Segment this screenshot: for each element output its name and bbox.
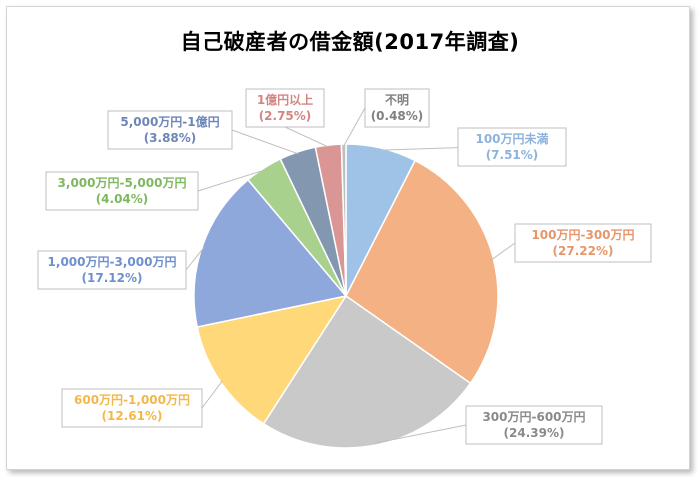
slice-category-label: 300万円-600万円 — [482, 410, 585, 424]
leader-line — [491, 242, 516, 261]
slice-label: 300万円-600万円 (24.39%) — [465, 405, 603, 445]
slice-label: 100万円-300万円 (27.22%) — [514, 223, 652, 263]
leader-lines — [185, 107, 516, 444]
slice-label: 1,000万円-3,000万円 (17.12%) — [37, 250, 187, 290]
slice-percent-label: (7.51%) — [486, 148, 539, 162]
slice-label: 600万円-1,000万円 (12.61%) — [61, 388, 203, 428]
label-box — [45, 171, 199, 211]
label-box — [37, 250, 187, 290]
label-box — [245, 88, 325, 128]
label-box — [457, 127, 567, 167]
leader-line — [197, 169, 265, 192]
slice-label: 100万円未満 (7.51%) — [457, 127, 567, 167]
slice-label: 5,000万円-1億円 (3.88%) — [107, 110, 233, 150]
slice-percent-label: (12.61%) — [102, 409, 163, 423]
label-box — [61, 388, 203, 428]
slice-percent-label: (0.48%) — [371, 109, 424, 123]
leader-line — [201, 380, 223, 409]
slice-category-label: 1,000万円-3,000万円 — [48, 255, 177, 269]
slice-category-label: 5,000万円-1億円 — [120, 114, 219, 129]
slice-percent-label: (17.12%) — [82, 271, 143, 285]
label-box — [465, 405, 603, 445]
slice-percent-label: (3.88%) — [144, 131, 197, 145]
leader-line — [185, 246, 205, 271]
pie-slice — [196, 294, 348, 425]
slice-category-label: 不明 — [385, 93, 409, 107]
slice-percent-label: (24.39%) — [504, 426, 565, 440]
slice-percent-label: (2.75%) — [259, 109, 312, 123]
slice-category-label: 100万円-300万円 — [531, 228, 634, 242]
slice-label: 不明 (0.48%) — [364, 88, 430, 128]
slice-category-label: 600万円-1,000万円 — [74, 393, 190, 407]
slice-label: 3,000万円-5,000万円 (4.04%) — [45, 171, 199, 211]
pie-slice — [262, 294, 472, 449]
label-box — [514, 223, 652, 263]
label-box — [107, 110, 233, 150]
slice-category-label: 100万円未満 — [475, 131, 548, 146]
pie-slice — [340, 143, 347, 297]
slice-category-label: 3,000万円-5,000万円 — [58, 176, 187, 190]
chart-title: 自己破産者の借金額(2017年調査) — [180, 30, 520, 54]
slice-percent-label: (4.04%) — [96, 192, 149, 206]
pie-slice — [345, 159, 499, 385]
slice-category-label: 1億円以上 — [257, 92, 313, 107]
leader-line — [374, 424, 467, 444]
slice-labels: 100万円未満 (7.51%) 100万円-300万円 (27.22%) 300万円-6… — [37, 88, 652, 445]
pie-slice — [193, 178, 348, 328]
leader-line — [231, 129, 299, 155]
leader-line — [284, 126, 329, 148]
slice-label: 1億円以上 (2.75%) — [245, 88, 325, 128]
pie-slices — [193, 143, 499, 449]
label-box — [364, 88, 430, 128]
leader-line — [343, 107, 366, 147]
slice-percent-label: (27.22%) — [553, 244, 614, 258]
